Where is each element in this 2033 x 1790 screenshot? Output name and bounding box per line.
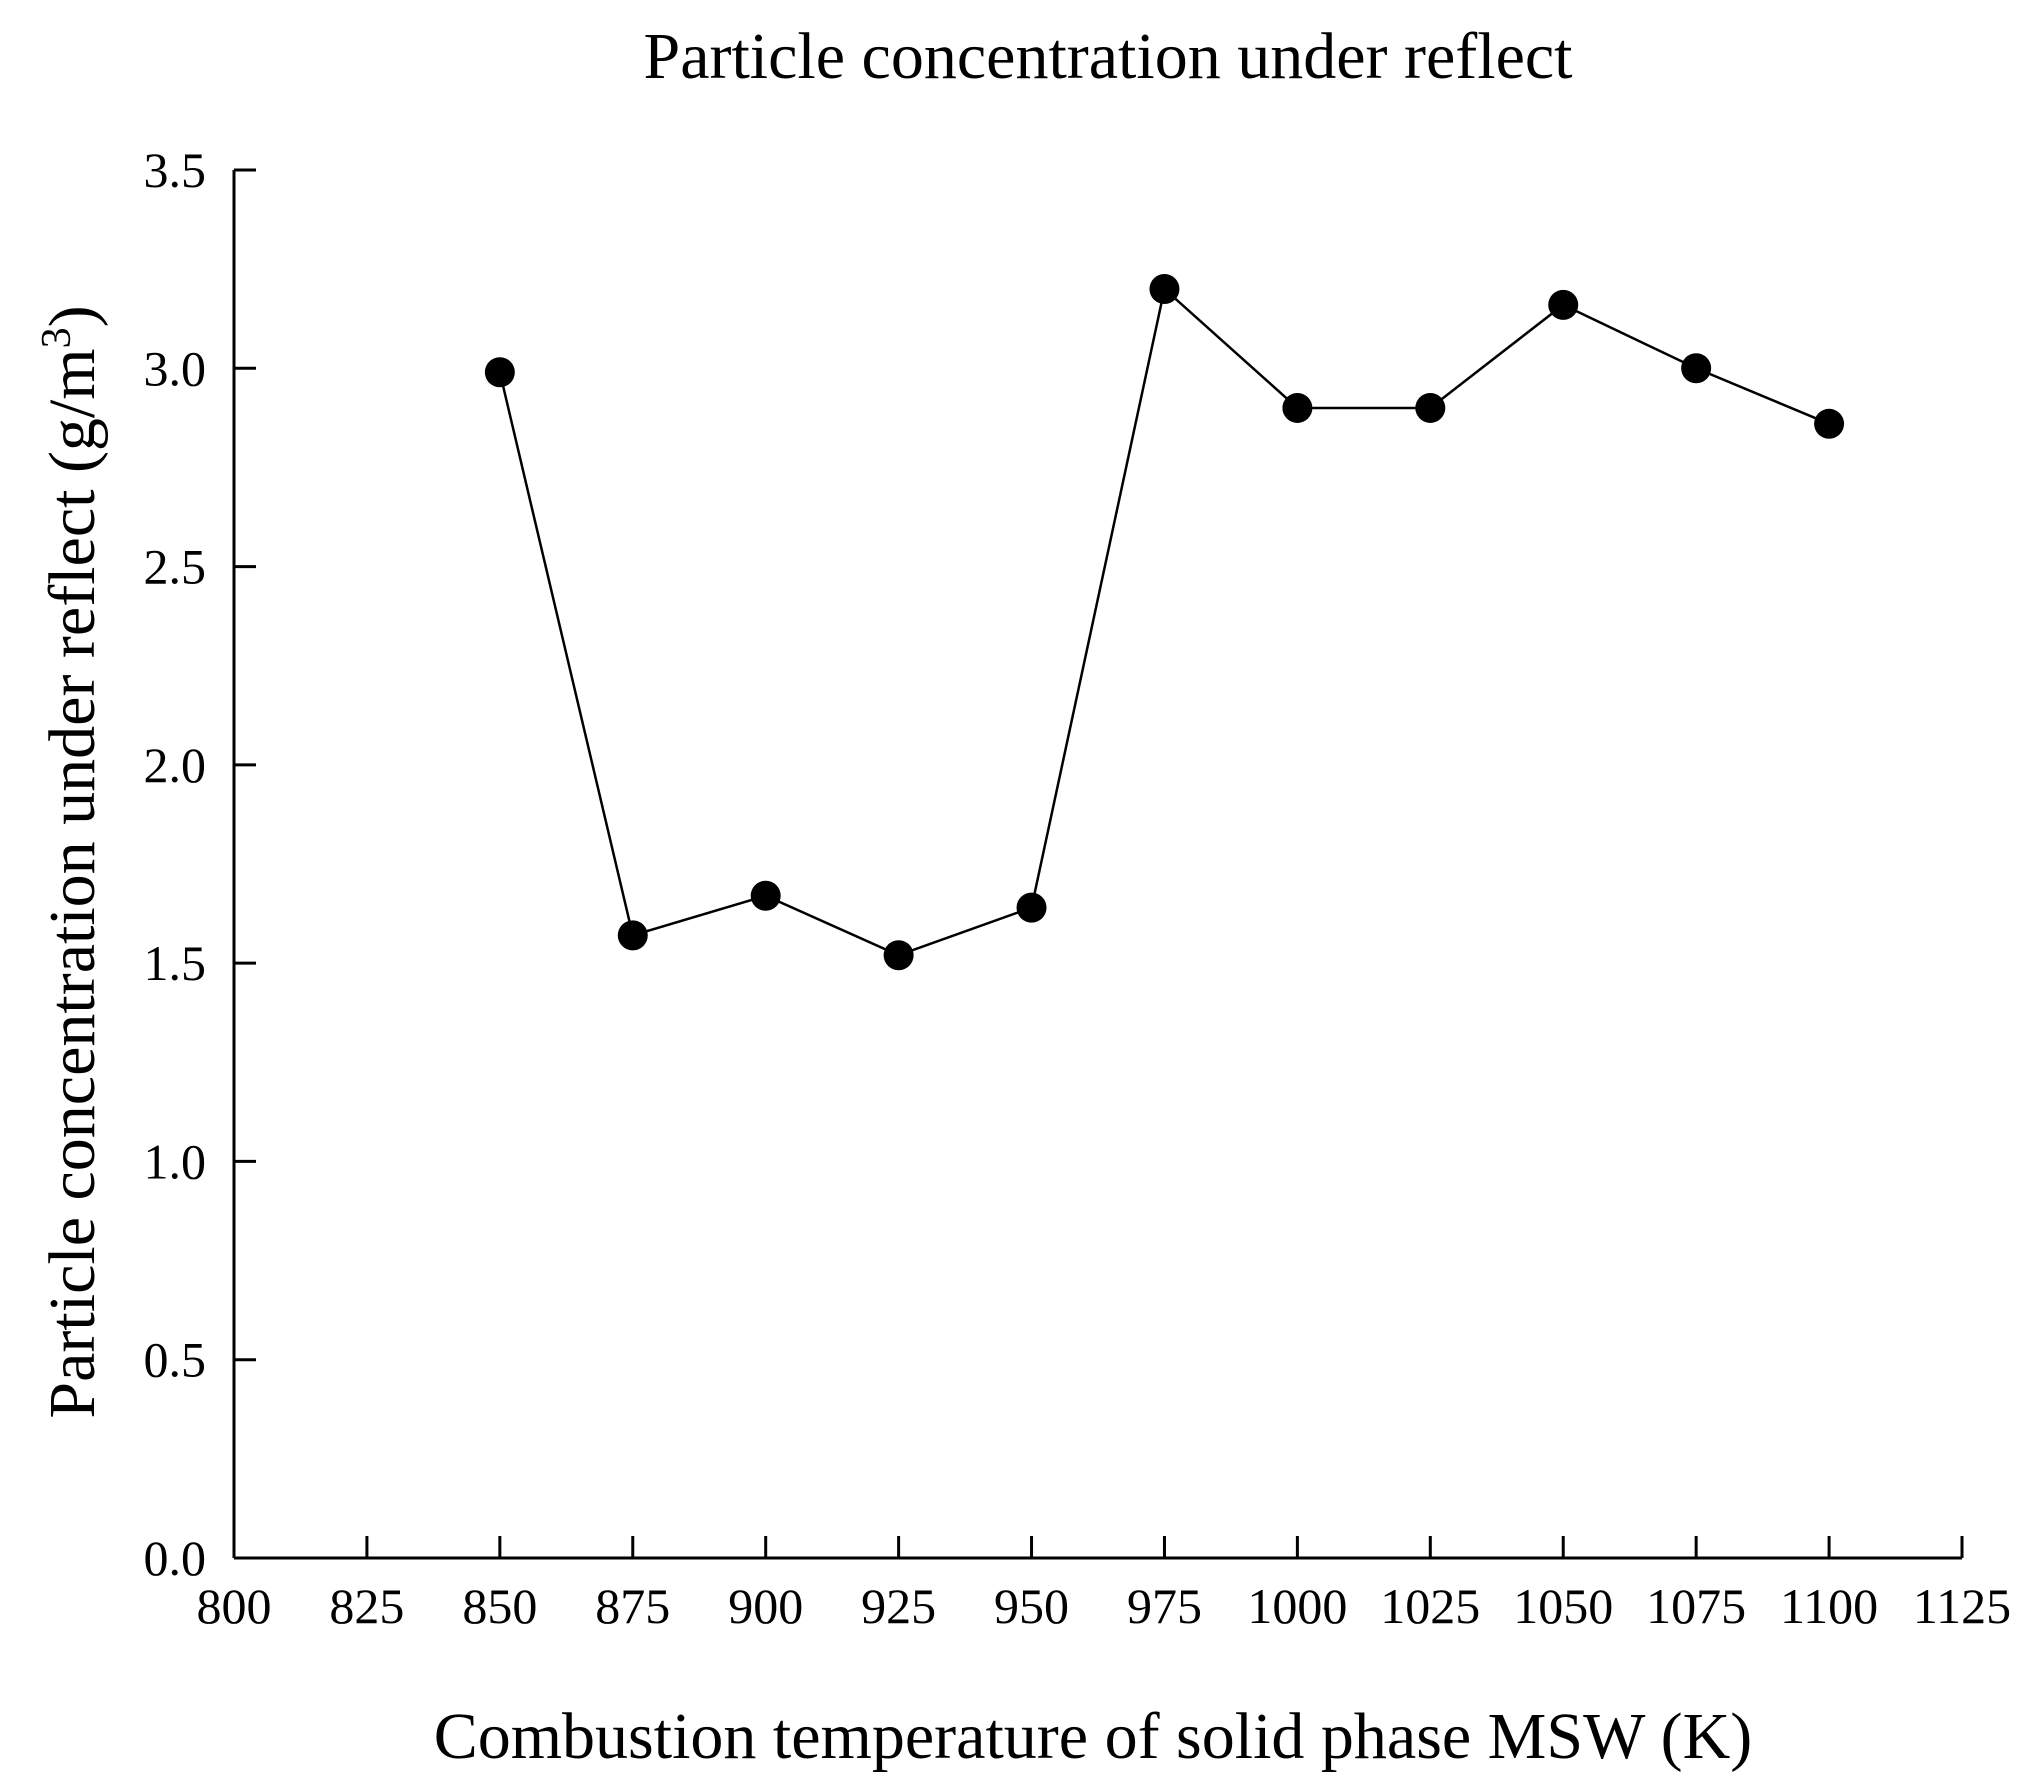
y-tick-label: 0.5 — [144, 1332, 207, 1388]
y-axis-title-close: ) — [36, 305, 109, 327]
data-point — [1548, 289, 1579, 320]
series-lines — [498, 286, 1830, 957]
data-point — [1814, 408, 1845, 439]
y-tick-label: 2.0 — [144, 737, 207, 793]
y-tick-label: 3.5 — [144, 142, 207, 198]
y-axis-title: Particle concentration under reflect (g/… — [34, 305, 109, 1418]
x-tick-label: 1075 — [1646, 1578, 1746, 1634]
x-tick-label: 1125 — [1913, 1578, 2011, 1634]
x-tick-label: 1025 — [1380, 1578, 1480, 1634]
x-tick-label: 875 — [595, 1578, 670, 1634]
data-point — [883, 940, 914, 971]
x-tick-label: 925 — [861, 1578, 936, 1634]
y-tick-label: 1.0 — [144, 1133, 207, 1189]
x-tick-label: 850 — [462, 1578, 537, 1634]
data-point — [484, 357, 515, 388]
y-axis-title-superscript: 3 — [34, 327, 80, 348]
x-axis-title: Combustion temperature of solid phase MS… — [434, 1700, 1753, 1773]
x-tick-label: 900 — [728, 1578, 803, 1634]
x-tick-label: 1000 — [1247, 1578, 1347, 1634]
y-axis-title-main: Particle concentration under reflect (g/… — [36, 348, 109, 1418]
y-axis-ticks: 0.0 0.5 1.0 1.5 2.0 2.5 3.0 3.5 — [144, 142, 256, 1586]
data-point — [750, 880, 781, 911]
data-point — [1016, 892, 1047, 923]
y-tick-label: 0.0 — [144, 1530, 207, 1586]
data-point — [1282, 392, 1313, 423]
series-markers — [484, 273, 1845, 971]
data-point — [1681, 353, 1712, 384]
x-axis-ticks: 800 825 850 875 900 925 950 975 1000 1025 1050 1075… — [197, 1536, 2011, 1634]
y-tick-label: 3.0 — [144, 340, 207, 396]
x-tick-label: 1100 — [1780, 1578, 1878, 1634]
data-point — [1149, 273, 1180, 304]
chart-title: Particle concentration under reflect — [643, 20, 1572, 93]
x-tick-label: 800 — [197, 1578, 272, 1634]
y-tick-label: 2.5 — [144, 539, 207, 595]
x-tick-label: 825 — [329, 1578, 404, 1634]
data-point — [1415, 392, 1446, 423]
x-tick-label: 950 — [994, 1578, 1069, 1634]
plot-area — [484, 273, 1845, 971]
axes: 0.0 0.5 1.0 1.5 2.0 2.5 3.0 3.5 800 825 850 875 900… — [144, 142, 2012, 1634]
x-tick-label: 975 — [1127, 1578, 1202, 1634]
data-point — [617, 920, 648, 951]
series-line — [498, 286, 1830, 957]
y-tick-label: 1.5 — [144, 935, 207, 991]
x-tick-label: 1050 — [1513, 1578, 1613, 1634]
